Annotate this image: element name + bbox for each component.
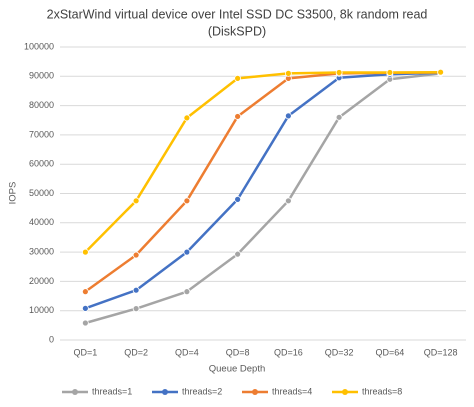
- y-tick-label: 100000: [24, 41, 54, 51]
- y-tick-label: 90000: [29, 71, 54, 81]
- series-line: [85, 72, 441, 325]
- data-point: [234, 250, 242, 258]
- data-point: [335, 113, 343, 121]
- legend-marker: [342, 389, 348, 395]
- data-point: [183, 114, 191, 122]
- data-point: [183, 248, 191, 256]
- legend-label: threads=2: [182, 386, 222, 396]
- legend-label: threads=8: [362, 386, 402, 396]
- y-tick-label: 0: [49, 334, 54, 344]
- legend-marker: [252, 389, 258, 395]
- data-point: [386, 69, 394, 76]
- legend-label: threads=4: [272, 386, 312, 396]
- y-tick-label: 40000: [29, 217, 54, 227]
- x-tick-label: QD=64: [375, 347, 404, 357]
- data-point: [437, 68, 445, 76]
- data-point: [183, 197, 191, 205]
- data-point: [132, 305, 140, 313]
- x-tick-label: QD=1: [73, 347, 97, 357]
- legend-label: threads=1: [92, 386, 132, 396]
- x-tick-label: QD=128: [424, 347, 458, 357]
- data-point: [183, 288, 191, 296]
- x-tick-label: QD=32: [325, 347, 354, 357]
- y-tick-label: 20000: [29, 276, 54, 286]
- chart-title: 2xStarWind virtual device over Intel SSD…: [47, 7, 428, 21]
- y-tick-label: 50000: [29, 188, 54, 198]
- x-tick-label: QD=16: [274, 347, 303, 357]
- chart-title: (DiskSPD): [208, 24, 266, 38]
- data-point: [132, 197, 140, 205]
- y-tick-label: 60000: [29, 159, 54, 169]
- data-point: [284, 197, 292, 205]
- data-point: [335, 69, 343, 76]
- data-point: [81, 304, 89, 312]
- data-point: [81, 319, 89, 327]
- data-point: [132, 286, 140, 294]
- y-tick-label: 30000: [29, 246, 54, 256]
- legend-marker: [72, 389, 78, 395]
- y-axis-label: IOPS: [8, 182, 19, 205]
- series-line: [84, 70, 441, 253]
- data-point: [284, 112, 292, 120]
- data-point: [234, 74, 242, 82]
- data-point: [284, 69, 292, 77]
- data-point: [81, 288, 89, 296]
- x-axis-label: Queue Depth: [209, 364, 266, 375]
- y-tick-label: 80000: [29, 100, 54, 110]
- data-point: [81, 248, 89, 256]
- data-point: [234, 113, 242, 120]
- legend-marker: [162, 389, 168, 395]
- y-tick-label: 10000: [29, 305, 54, 315]
- x-tick-label: QD=4: [175, 347, 199, 357]
- x-tick-label: QD=2: [124, 347, 148, 357]
- series-line: [84, 71, 441, 310]
- x-tick-label: QD=8: [226, 347, 250, 357]
- data-point: [132, 251, 140, 259]
- y-tick-label: 70000: [29, 129, 54, 139]
- data-point: [234, 195, 242, 203]
